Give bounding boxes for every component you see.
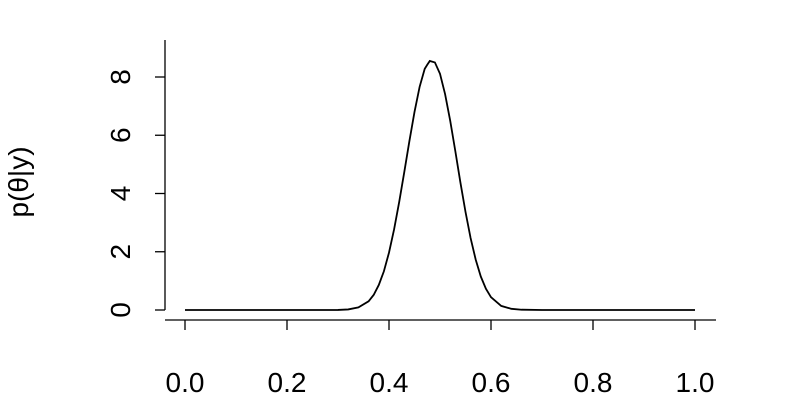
- x-tick-label: 1.0: [676, 367, 715, 398]
- x-tick-label: 0.2: [268, 367, 307, 398]
- x-tick-label: 0.6: [472, 367, 511, 398]
- y-axis: 0 2 4 6 8: [105, 40, 166, 318]
- x-tick-label: 0.8: [574, 367, 613, 398]
- x-axis: 0.0 0.2 0.4 0.6 0.8 1.0: [165, 319, 716, 398]
- x-tick-label: 0.0: [166, 367, 205, 398]
- y-tick-label: 2: [105, 244, 136, 260]
- y-tick-label: 8: [105, 69, 136, 85]
- y-axis-title: p(θ|y): [3, 146, 34, 217]
- x-tick-label: 0.4: [370, 367, 409, 398]
- density-curve: [185, 59, 695, 311]
- y-tick-label: 4: [105, 186, 136, 202]
- y-tick-label: 6: [105, 127, 136, 143]
- y-tick-label: 0: [105, 302, 136, 318]
- plot-area: [185, 59, 695, 311]
